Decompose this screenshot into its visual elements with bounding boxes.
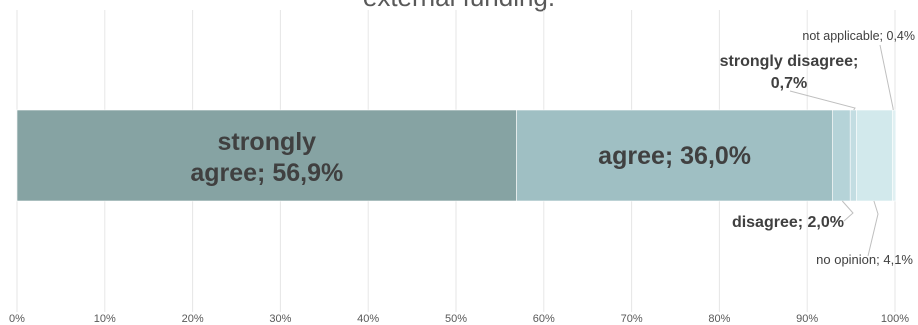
x-tick-labels: 0% 10% 20% 30% 40% 50% 60% 70% 80% 90% 100% bbox=[9, 313, 909, 325]
x-tick-label: 0% bbox=[9, 313, 25, 325]
x-tick-label: 90% bbox=[796, 313, 818, 325]
label-strongly-agree: strongly bbox=[217, 128, 316, 156]
bar-segments bbox=[16, 109, 897, 202]
leader-line bbox=[867, 200, 879, 257]
bar-segment-not-applicable bbox=[892, 109, 897, 202]
leader-line bbox=[879, 44, 894, 111]
label-strongly-agree: agree; 56,9% bbox=[190, 159, 343, 187]
x-tick-label: 10% bbox=[94, 313, 116, 325]
bar-segment-agree bbox=[516, 109, 833, 202]
chart-title: external funding. bbox=[0, 0, 918, 13]
leader-line bbox=[841, 200, 854, 222]
leader-lines bbox=[789, 44, 894, 257]
x-tick-label: 70% bbox=[621, 313, 643, 325]
x-tick-label: 60% bbox=[533, 313, 555, 325]
x-tick-label: 100% bbox=[881, 313, 909, 325]
label-no-opinion: no opinion; 4,1% bbox=[816, 252, 913, 267]
label-disagree: disagree; 2,0% bbox=[732, 214, 844, 231]
x-tick-label: 20% bbox=[182, 313, 204, 325]
label-not-applicable: not applicable; 0,4% bbox=[802, 29, 915, 43]
leader-line bbox=[789, 90, 856, 111]
x-tick-label: 80% bbox=[708, 313, 730, 325]
x-tick-label: 50% bbox=[445, 313, 467, 325]
bar-segment-strongly-agree bbox=[16, 109, 517, 202]
label-strongly-disagree: 0,7% bbox=[771, 75, 807, 92]
label-strongly-disagree: strongly disagree; bbox=[720, 53, 859, 70]
label-agree: agree; 36,0% bbox=[598, 142, 751, 170]
bar-segment-strongly-disagree bbox=[849, 109, 857, 202]
x-tick-label: 30% bbox=[269, 313, 291, 325]
bar-segment-disagree bbox=[832, 109, 851, 202]
bar-segment-no-opinion bbox=[856, 109, 893, 202]
segment-labels: strongly agree; 56,9% agree; 36,0% disagree… bbox=[190, 29, 915, 267]
x-tick-label: 40% bbox=[357, 313, 379, 325]
